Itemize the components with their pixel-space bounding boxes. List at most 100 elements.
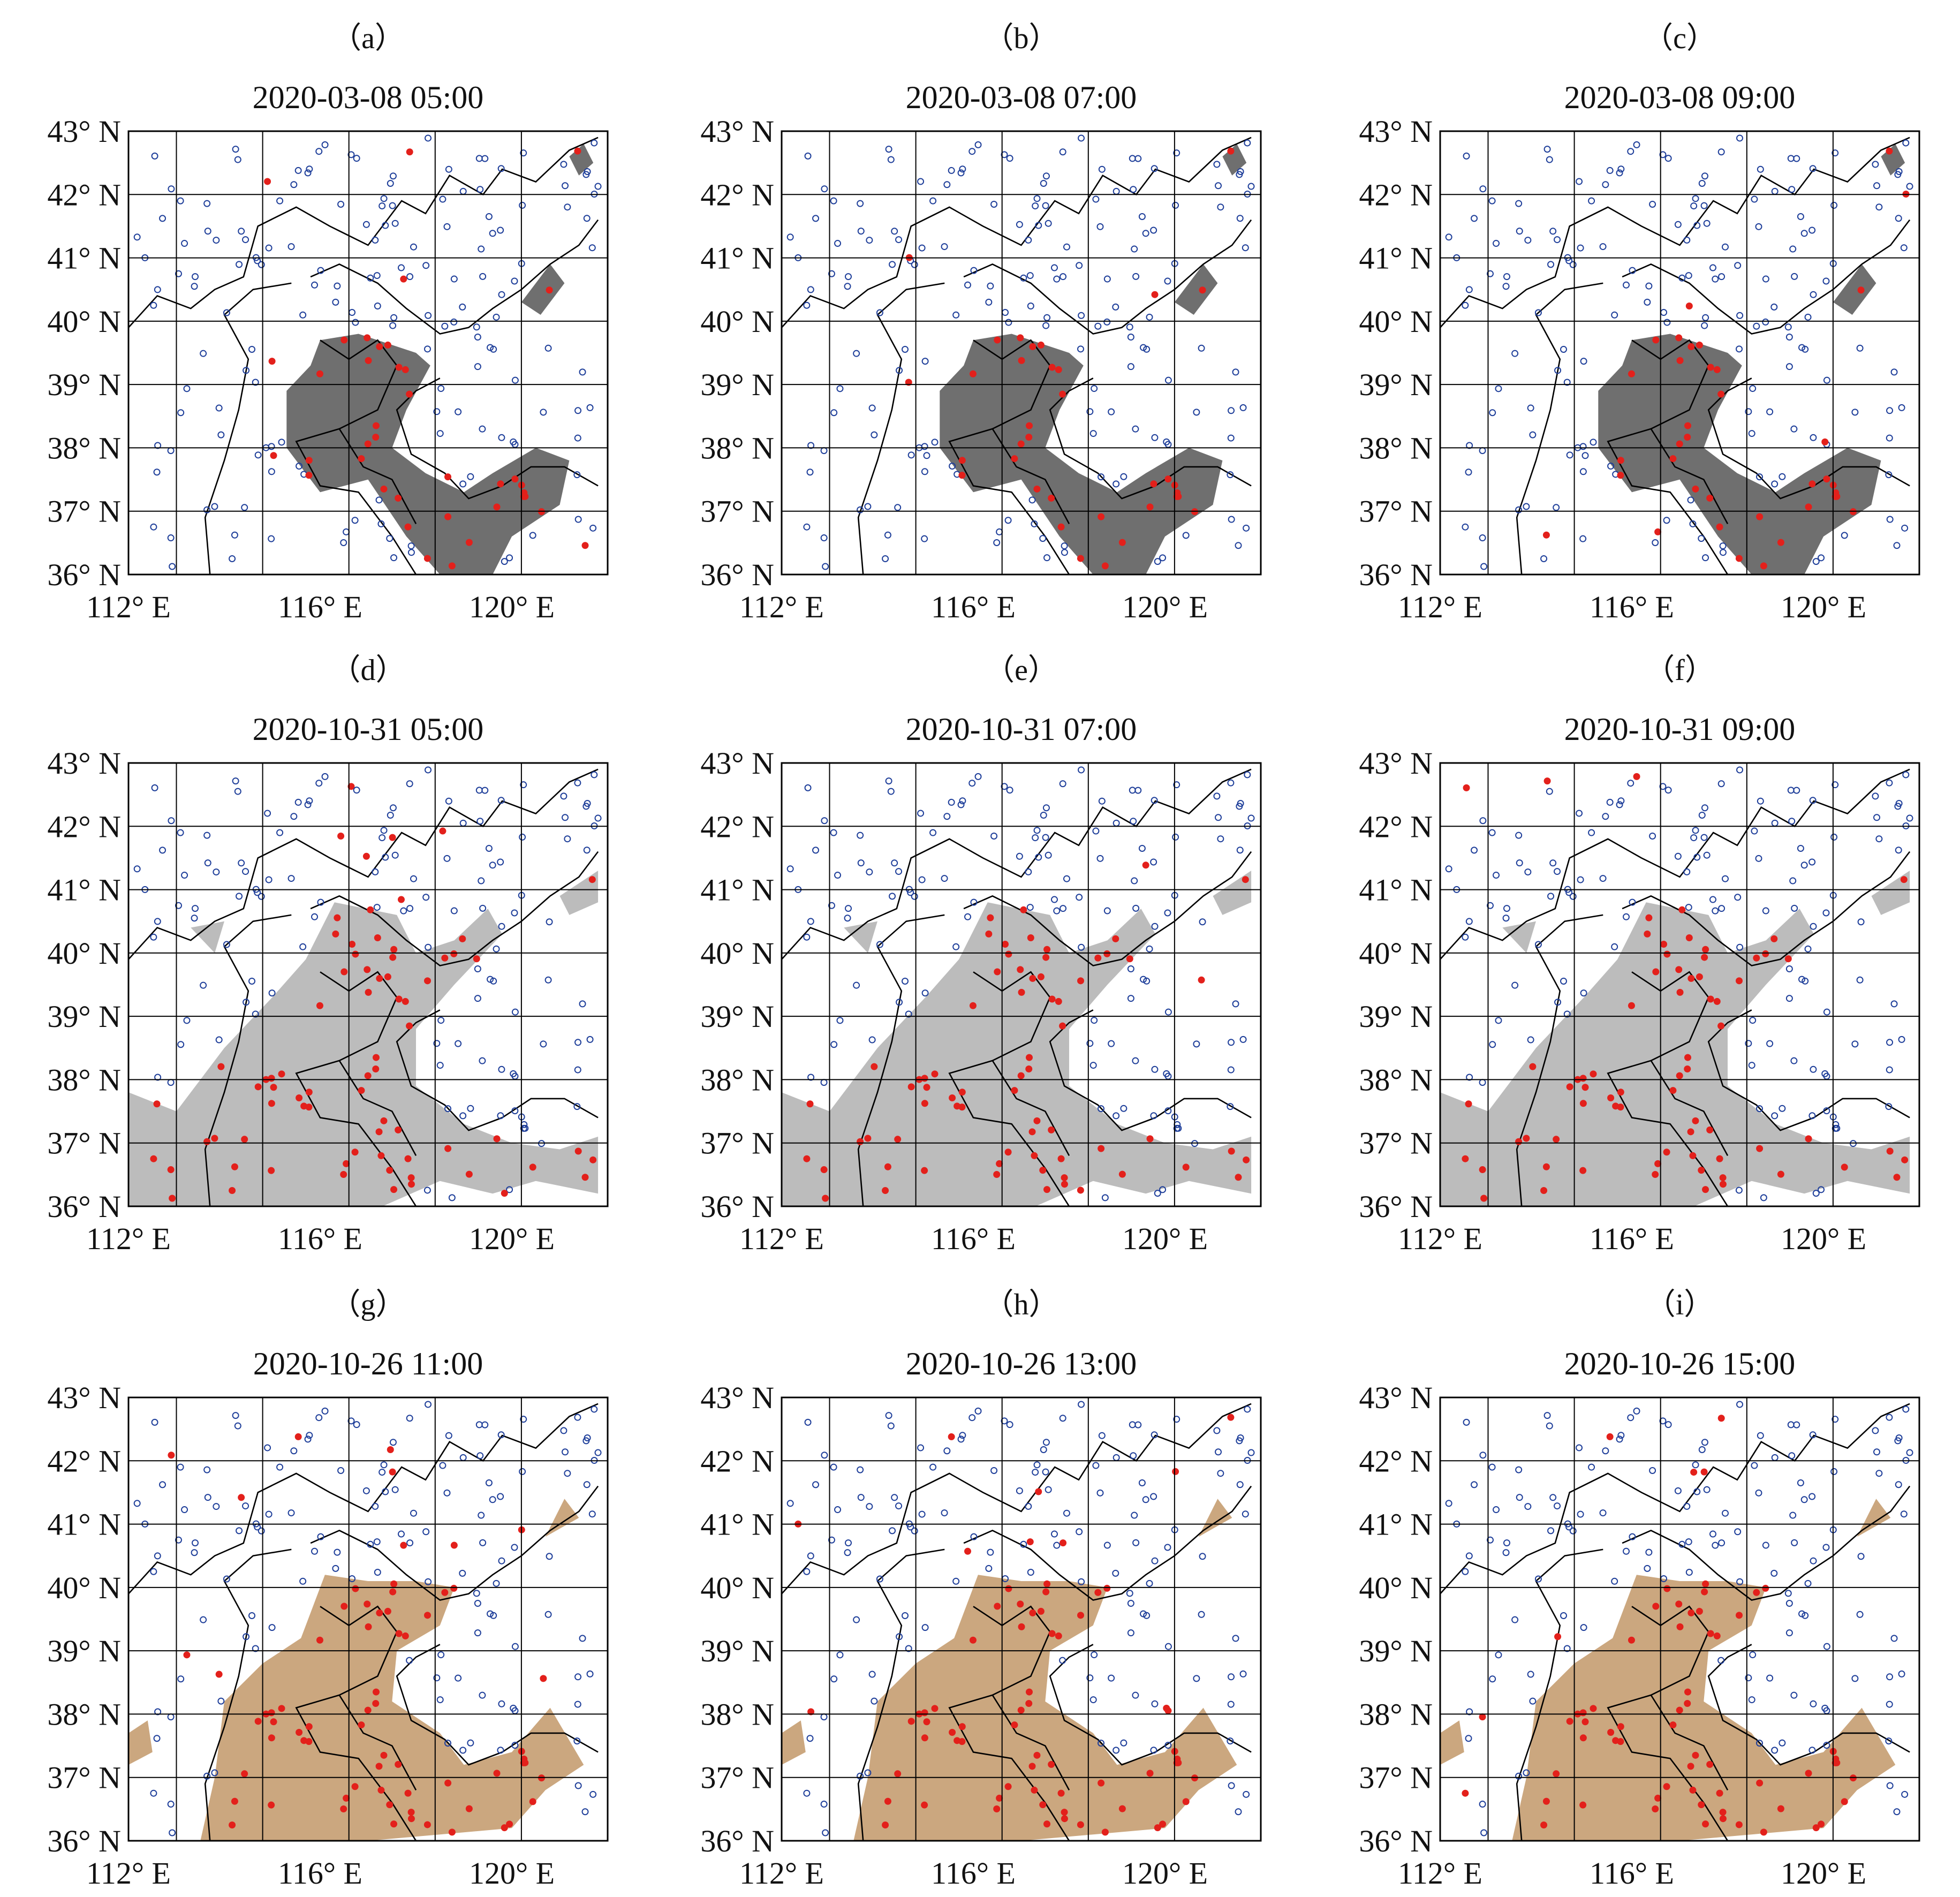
- station-fog-dot: [358, 455, 365, 463]
- station-clear-dot: [493, 945, 500, 953]
- lon-tick-label: 112° E: [739, 1221, 824, 1256]
- station-clear-dot: [1698, 811, 1706, 819]
- station-clear-dot: [1466, 1708, 1473, 1715]
- station-clear-dot: [1503, 273, 1510, 281]
- station-clear-dot: [574, 1066, 581, 1074]
- station-clear-dot: [1629, 267, 1636, 274]
- station-clear-dot: [1797, 844, 1804, 852]
- station-clear-dot: [1606, 167, 1614, 174]
- station-clear-dot: [1791, 273, 1798, 280]
- station-fog-dot: [444, 1779, 452, 1787]
- station-clear-dot: [450, 907, 458, 915]
- station-fog-dot: [375, 1763, 383, 1770]
- lon-tick-label: 120° E: [1781, 1856, 1866, 1891]
- station-clear-dot: [1800, 1496, 1808, 1503]
- lat-tick-label: 39° N: [47, 1634, 121, 1668]
- station-clear-dot: [1875, 203, 1883, 211]
- station-fog-dot: [404, 1155, 412, 1162]
- station-clear-dot: [1823, 1643, 1830, 1650]
- station-fog-dot: [921, 1709, 928, 1717]
- station-clear-dot: [1040, 179, 1047, 187]
- station-clear-dot: [1031, 520, 1038, 527]
- station-clear-dot: [1120, 1105, 1127, 1112]
- station-fog-dot: [1617, 1738, 1624, 1745]
- station-clear-dot: [1873, 182, 1881, 190]
- station-clear-dot: [987, 282, 994, 290]
- station-clear-dot: [1228, 1673, 1235, 1681]
- haze-area: [844, 921, 877, 953]
- station-fog-dot: [1112, 935, 1119, 942]
- station-fog-dot: [1687, 1609, 1695, 1616]
- station-fog-dot: [1017, 334, 1024, 342]
- station-clear-dot: [1546, 1422, 1553, 1430]
- station-clear-dot: [896, 367, 903, 374]
- station-clear-dot: [264, 1444, 271, 1452]
- station-clear-dot: [1898, 404, 1905, 411]
- station-fog-dot: [296, 1094, 303, 1102]
- station-clear-dot: [1489, 1041, 1496, 1048]
- station-clear-dot: [889, 1527, 896, 1535]
- station-fog-dot: [1886, 147, 1893, 155]
- station-clear-dot: [1063, 1509, 1070, 1517]
- station-fog-dot: [1812, 1824, 1820, 1832]
- station-clear-dot: [1902, 139, 1910, 147]
- station-clear-dot: [1683, 236, 1691, 244]
- station-fog-dot: [1736, 977, 1743, 985]
- station-fog-dot: [497, 480, 504, 488]
- station-clear-dot: [474, 995, 481, 1002]
- station-clear-dot: [287, 1509, 295, 1517]
- station-clear-dot: [1851, 1040, 1859, 1048]
- station-fog-dot: [1784, 955, 1792, 963]
- station-clear-dot: [1810, 1557, 1817, 1565]
- station-clear-dot: [473, 1590, 480, 1597]
- station-fog-dot: [1029, 343, 1036, 350]
- station-clear-dot: [1108, 408, 1115, 415]
- station-clear-dot: [1092, 195, 1100, 203]
- station-clear-dot: [1717, 148, 1725, 156]
- station-clear-dot: [564, 1470, 571, 1477]
- station-clear-dot: [586, 404, 594, 411]
- station-clear-dot: [1611, 943, 1618, 950]
- station-clear-dot: [857, 506, 864, 513]
- station-fog-dot: [1098, 1779, 1105, 1787]
- station-clear-dot: [1674, 221, 1682, 228]
- lat-tick-label: 39° N: [1359, 999, 1433, 1034]
- station-clear-dot: [382, 222, 389, 229]
- station-fog-dot: [441, 954, 449, 962]
- station-fog-dot: [949, 1094, 956, 1102]
- station-clear-dot: [1800, 861, 1808, 869]
- station-fog-dot: [493, 1135, 501, 1143]
- station-clear-dot: [511, 1643, 519, 1650]
- station-clear-dot: [473, 323, 480, 331]
- station-clear-dot: [1701, 322, 1708, 329]
- station-fog-dot: [1713, 997, 1721, 1005]
- station-fog-dot: [1663, 1585, 1671, 1592]
- boundary-line: [782, 137, 1252, 328]
- panel-title: 2020-10-31 05:00: [253, 712, 484, 747]
- station-clear-dot: [844, 283, 851, 290]
- station-clear-dot: [479, 904, 487, 912]
- station-clear-dot: [1771, 480, 1779, 488]
- lat-tick-label: 37° N: [47, 494, 121, 529]
- map-frame: [781, 762, 1262, 1207]
- station-clear-dot: [1808, 858, 1816, 866]
- station-clear-dot: [1797, 1479, 1804, 1486]
- station-clear-dot: [422, 262, 430, 269]
- station-fog-dot: [1103, 1584, 1111, 1592]
- station-clear-dot: [574, 516, 582, 523]
- station-clear-dot: [151, 152, 158, 160]
- station-clear-dot: [1649, 832, 1656, 840]
- station-clear-dot: [498, 434, 505, 441]
- station-clear-dot: [169, 1829, 176, 1836]
- station-clear-dot: [804, 152, 812, 160]
- station-fog-dot: [1025, 1688, 1033, 1696]
- station-fog-dot: [465, 1805, 473, 1812]
- haze-area: [1598, 334, 1881, 575]
- station-fog-dot: [365, 1623, 372, 1630]
- station-clear-dot: [407, 542, 415, 550]
- station-fog-dot: [1033, 1117, 1041, 1124]
- station-clear-dot: [242, 868, 249, 875]
- haze-area: [1512, 1575, 1896, 1841]
- lat-tick-label: 42° N: [47, 1443, 121, 1478]
- station-fog-dot: [1017, 440, 1025, 448]
